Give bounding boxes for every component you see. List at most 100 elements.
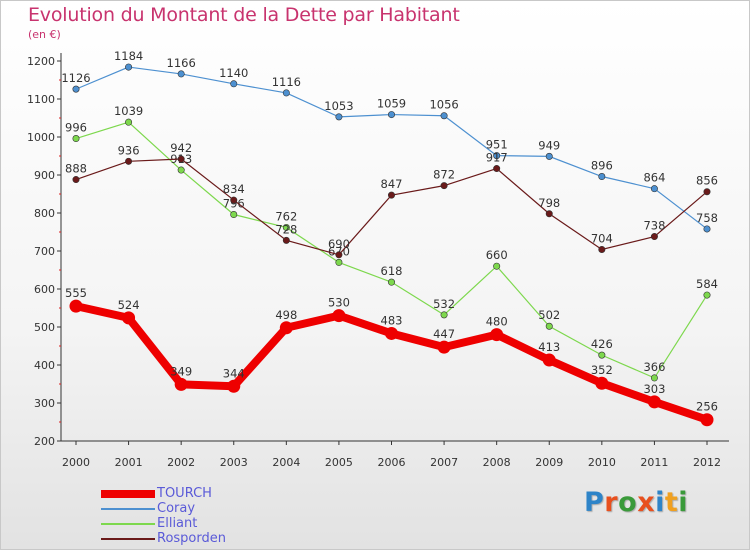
data-point-elliant: [230, 211, 238, 219]
data-point-rosporden: [598, 245, 606, 253]
data-label-rosporden: 847: [381, 177, 403, 191]
data-label-coray: 1184: [114, 49, 143, 63]
data-point-coray: [598, 173, 606, 181]
data-point-rosporden: [230, 196, 238, 204]
data-point-coray: [387, 111, 395, 119]
data-label-coray: 758: [696, 211, 718, 225]
data-point-coray: [650, 185, 658, 193]
x-tick-label: 2002: [167, 456, 195, 469]
x-tick-label: 2000: [62, 456, 90, 469]
data-point-coray: [440, 112, 448, 120]
data-point-coray: [282, 89, 290, 97]
data-point-tourch: [279, 321, 293, 335]
data-label-coray: 1056: [429, 98, 458, 112]
data-point-tourch: [227, 379, 241, 393]
data-label-coray: 951: [486, 138, 508, 152]
proxiti-logo: Proxiti: [584, 487, 688, 518]
data-label-elliant: 502: [538, 308, 560, 322]
y-tick-label: 200: [34, 435, 55, 448]
data-point-elliant: [703, 291, 711, 299]
data-label-tourch: 349: [170, 364, 192, 378]
logo-letter: t: [664, 487, 679, 518]
chart-title: Evolution du Montant de la Dette par Hab…: [28, 4, 460, 26]
y-tick-label: 600: [34, 283, 55, 296]
data-point-rosporden: [650, 233, 658, 241]
data-label-tourch: 483: [381, 313, 403, 327]
y-tick-label: 900: [34, 169, 55, 182]
data-point-coray: [335, 113, 343, 121]
data-label-tourch: 524: [118, 298, 140, 312]
data-point-elliant: [177, 166, 185, 174]
data-point-coray: [177, 70, 185, 78]
data-label-elliant: 532: [433, 297, 455, 311]
x-tick-label: 2009: [535, 456, 563, 469]
data-point-coray: [545, 152, 553, 160]
data-label-rosporden: 936: [118, 143, 140, 157]
data-point-coray: [72, 85, 80, 93]
logo-letter: o: [618, 487, 638, 518]
legend-label: Elliant: [157, 516, 198, 531]
data-label-rosporden: 888: [65, 162, 87, 176]
data-label-elliant: 366: [643, 360, 665, 374]
logo-letter: x: [637, 487, 656, 518]
data-point-tourch: [437, 340, 451, 354]
logo-letter: r: [604, 487, 619, 518]
x-tick-label: 2008: [483, 456, 511, 469]
x-tick-label: 2004: [272, 456, 300, 469]
data-label-rosporden: 942: [170, 141, 192, 155]
data-point-rosporden: [493, 165, 501, 173]
data-point-rosporden: [282, 236, 290, 244]
legend-swatch: [101, 538, 155, 540]
data-point-elliant: [598, 351, 606, 359]
data-point-elliant: [493, 262, 501, 270]
data-point-rosporden: [545, 210, 553, 218]
x-tick-label: 2001: [115, 456, 143, 469]
data-label-rosporden: 728: [275, 222, 297, 236]
data-point-tourch: [174, 377, 188, 391]
data-label-rosporden: 834: [223, 182, 245, 196]
data-label-tourch: 413: [538, 340, 560, 354]
data-label-rosporden: 690: [328, 237, 350, 251]
legend-label: TOURCH: [157, 486, 212, 501]
y-tick-label: 700: [34, 245, 55, 258]
data-label-tourch: 530: [328, 296, 350, 310]
data-point-elliant: [335, 258, 343, 266]
data-label-rosporden: 738: [643, 219, 665, 233]
data-point-tourch: [595, 376, 609, 390]
data-label-rosporden: 872: [433, 168, 455, 182]
data-point-coray: [493, 152, 501, 160]
data-point-tourch: [332, 309, 346, 323]
data-label-tourch: 447: [433, 327, 455, 341]
data-point-tourch: [122, 311, 136, 325]
data-label-elliant: 996: [65, 121, 87, 135]
data-label-tourch: 256: [696, 400, 718, 414]
data-point-elliant: [72, 135, 80, 143]
data-point-tourch: [490, 328, 504, 342]
y-tick-label: 300: [34, 397, 55, 410]
data-point-rosporden: [72, 176, 80, 184]
data-point-elliant: [125, 118, 133, 126]
logo-letter: i: [655, 487, 665, 518]
data-label-coray: 1059: [377, 97, 406, 111]
y-tick-label: 500: [34, 321, 55, 334]
data-label-elliant: 584: [696, 277, 718, 291]
legend-label: Coray: [157, 501, 196, 516]
data-point-tourch: [647, 395, 661, 409]
data-point-tourch: [69, 299, 83, 313]
data-point-rosporden: [177, 155, 185, 163]
legend-swatch: [101, 508, 155, 510]
data-point-rosporden: [335, 251, 343, 259]
y-tick-label: 800: [34, 207, 55, 220]
data-label-rosporden: 856: [696, 174, 718, 188]
data-point-tourch: [385, 326, 398, 340]
data-point-elliant: [545, 322, 553, 330]
data-point-elliant: [650, 374, 658, 382]
data-label-coray: 1140: [219, 66, 248, 80]
data-label-coray: 1053: [324, 99, 353, 113]
data-label-tourch: 498: [275, 308, 297, 322]
data-label-coray: 864: [643, 171, 665, 185]
y-tick-label: 1200: [27, 55, 55, 68]
data-point-elliant: [387, 278, 395, 286]
